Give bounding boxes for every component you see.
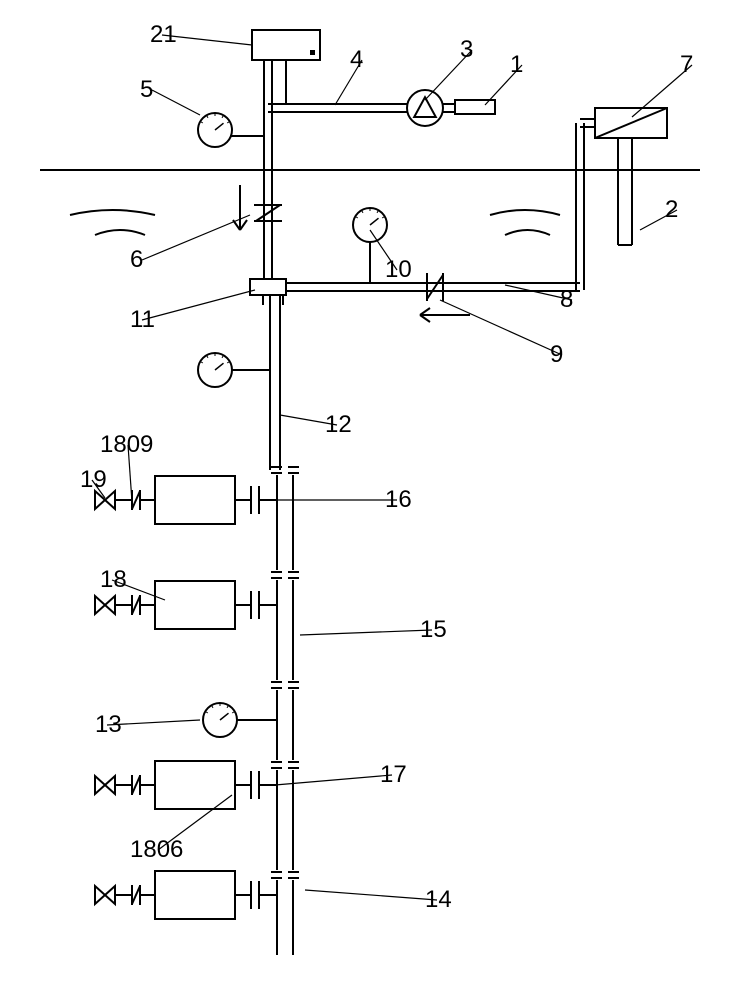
label-17: 17 bbox=[380, 761, 407, 789]
label-1809: 1809 bbox=[100, 431, 153, 459]
label-18: 18 bbox=[100, 566, 127, 594]
label-8: 8 bbox=[560, 286, 573, 314]
label-1806: 1806 bbox=[130, 836, 183, 864]
label-9: 9 bbox=[550, 341, 563, 369]
label-14: 14 bbox=[425, 886, 452, 914]
label-11: 11 bbox=[130, 306, 155, 334]
schematic-svg bbox=[0, 0, 742, 1000]
label-1: 1 bbox=[510, 51, 523, 79]
label-15: 15 bbox=[420, 616, 447, 644]
label-4: 4 bbox=[350, 46, 363, 74]
label-19: 19 bbox=[80, 466, 107, 494]
label-2: 2 bbox=[665, 196, 678, 224]
label-3: 3 bbox=[460, 36, 473, 64]
label-6: 6 bbox=[130, 246, 143, 274]
diagram-stage: 123456789101112131415161718192118061809 bbox=[0, 0, 742, 1000]
label-13: 13 bbox=[95, 711, 122, 739]
label-12: 12 bbox=[325, 411, 352, 439]
label-21: 21 bbox=[150, 21, 177, 49]
label-5: 5 bbox=[140, 76, 153, 104]
label-10: 10 bbox=[385, 256, 412, 284]
label-16: 16 bbox=[385, 486, 412, 514]
label-7: 7 bbox=[680, 51, 693, 79]
